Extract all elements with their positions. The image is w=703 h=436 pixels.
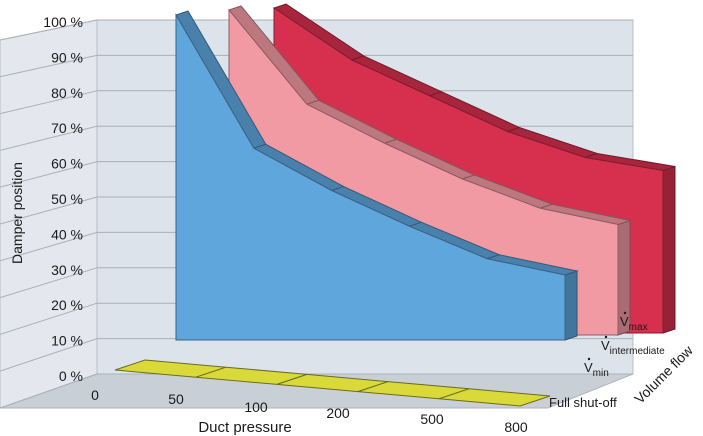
- gridline: [0, 161, 98, 188]
- z-tick-label-dot: [604, 335, 608, 339]
- x-axis-label: Duct pressure: [198, 419, 291, 436]
- x-tick-label: 800: [504, 419, 528, 435]
- shutoff-strip: [114, 359, 551, 407]
- y-tick-label: 10 %: [51, 333, 83, 349]
- z-tick-label-sub: intermediate: [610, 346, 665, 357]
- z-tick-label: Vmin: [584, 360, 609, 379]
- shutoff-segment: [438, 388, 551, 407]
- series-ribbons: [175, 3, 676, 341]
- z-tick-label: Vintermediate: [601, 338, 665, 357]
- z-tick-label-base: V: [584, 360, 593, 375]
- gridline: [0, 338, 98, 372]
- gridline: [0, 231, 98, 262]
- z-tick-label-dot: [587, 357, 591, 361]
- z-tick-label: Vmax: [620, 314, 648, 333]
- y-tick-label: 100 %: [43, 14, 83, 30]
- ribbon-side-face: [662, 165, 676, 334]
- y-tick-label: 90 %: [51, 49, 83, 65]
- z-tick-label: Full shut-off: [549, 395, 617, 410]
- z-tick-label-dot: [623, 311, 627, 315]
- gridline: [0, 267, 98, 299]
- x-tick-labels: 0 50 100 200 500 800: [91, 387, 528, 435]
- x-tick-label: 0: [91, 387, 99, 403]
- y-tick-label: 0 %: [59, 368, 83, 384]
- ribbon-side-face: [564, 270, 578, 341]
- gridline: [0, 90, 98, 115]
- x-tick-label: 500: [420, 411, 444, 427]
- z-tick-label-sub: max: [629, 322, 648, 333]
- y-tick-label: 50 %: [51, 191, 83, 207]
- gridline: [0, 196, 98, 225]
- ribbon-front-face: [175, 13, 566, 341]
- y-tick-label: 40 %: [51, 226, 83, 242]
- x-tick-label: 50: [168, 391, 184, 407]
- gridline: [0, 54, 98, 78]
- y-tick-label: 60 %: [51, 156, 83, 172]
- z-tick-label-base: V: [601, 338, 610, 353]
- y-tick-labels: 0 % 10 % 20 % 30 % 40 % 50 % 60 % 70 % 80 % 90 % 1…: [43, 14, 83, 384]
- y-tick-label: 70 %: [51, 120, 83, 136]
- x-tick-label: 200: [326, 405, 350, 421]
- x-tick-label: 100: [244, 399, 268, 415]
- gridline: [0, 19, 98, 41]
- y-tick-label: 20 %: [51, 297, 83, 313]
- z-tick-label-sub: min: [593, 368, 609, 379]
- y-tick-label: 30 %: [51, 262, 83, 278]
- gridline: [0, 125, 98, 151]
- y-tick-label: 80 %: [51, 85, 83, 101]
- z-tick-label-base: V: [620, 314, 629, 329]
- gridline: [0, 302, 98, 335]
- y-axis-label: Damper position: [9, 162, 25, 264]
- gridline: [0, 373, 98, 409]
